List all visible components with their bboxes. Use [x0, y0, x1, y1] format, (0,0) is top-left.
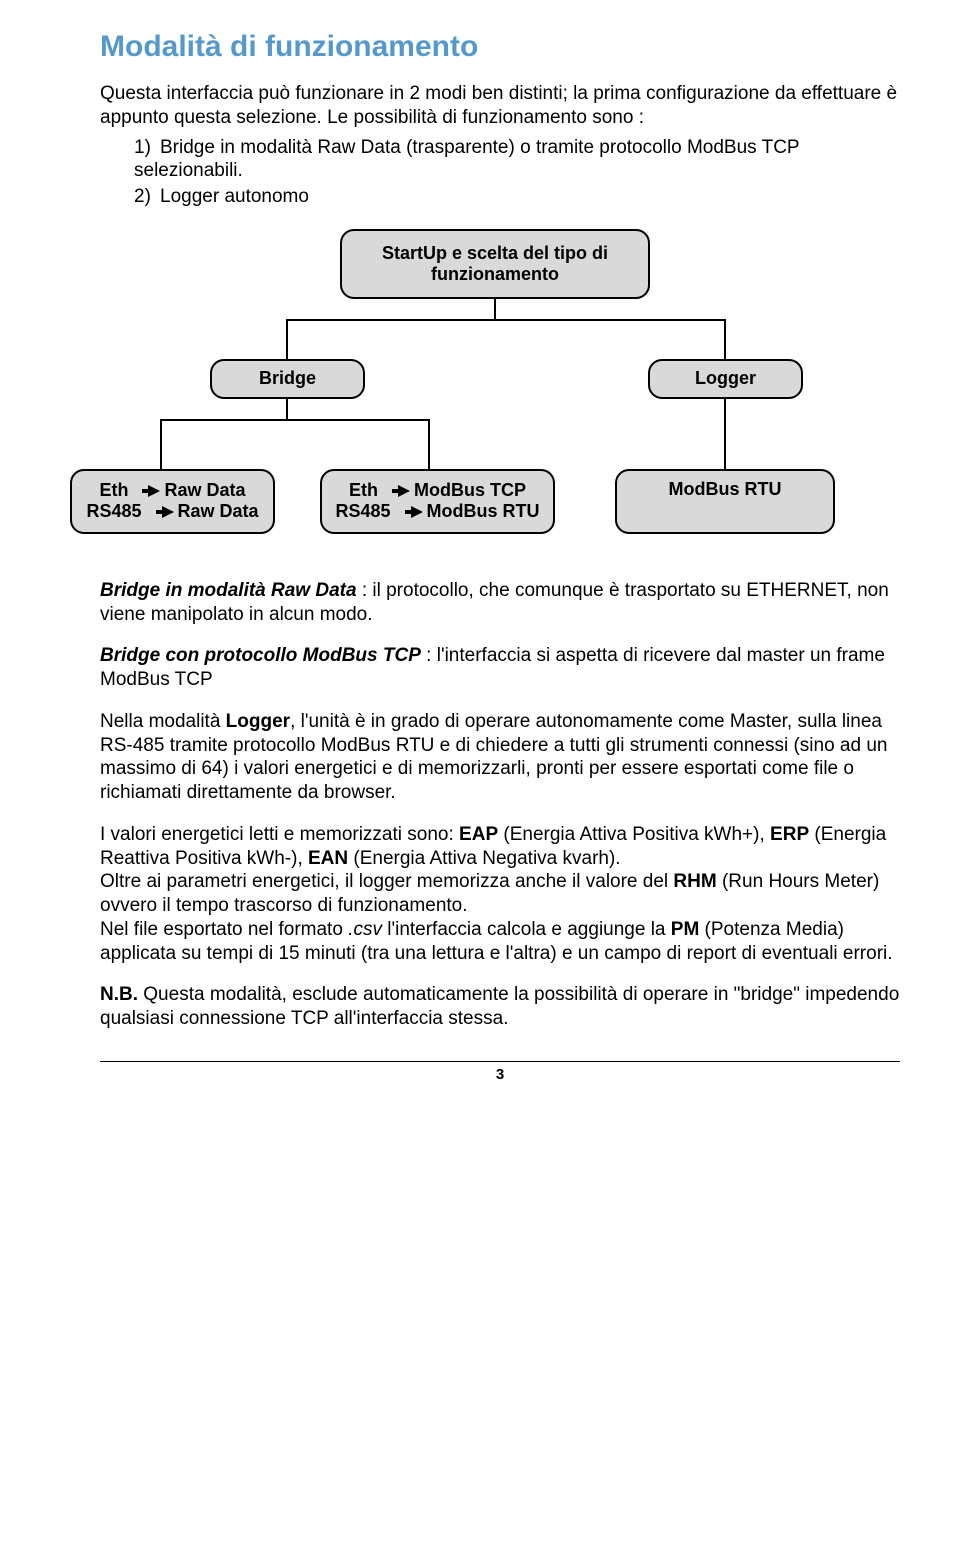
connector	[286, 319, 726, 321]
leaf-text: Eth	[349, 480, 378, 501]
list-num: 1)	[134, 136, 160, 160]
arrow-icon	[411, 506, 423, 518]
paragraph-nb: N.B. Questa modalità, esclude automatica…	[100, 983, 900, 1031]
arrow-icon	[162, 506, 174, 518]
node-leaf-raw: Eth Raw Data RS485 Raw Data	[70, 469, 275, 534]
list-item-1: 1)Bridge in modalità Raw Data (trasparen…	[100, 136, 900, 184]
emphasis: PM	[671, 919, 700, 940]
leaf-text: RS485	[335, 501, 390, 522]
intro-paragraph: Questa interfaccia può funzionare in 2 m…	[100, 82, 900, 130]
node-text: Logger	[695, 368, 756, 389]
connector	[286, 319, 288, 359]
arrow-icon	[148, 485, 160, 497]
text: Oltre ai parametri energetici, il logger…	[100, 871, 673, 892]
node-text: Bridge	[259, 368, 316, 389]
emphasis: EAN	[308, 848, 348, 869]
connector	[494, 299, 496, 319]
flowchart-diagram: StartUp e scelta del tipo di funzionamen…	[110, 229, 910, 559]
paragraph-raw-data: Bridge in modalità Raw Data : il protoco…	[100, 579, 900, 627]
text: (Energia Attiva Positiva kWh+),	[498, 824, 770, 845]
text: Nel file esportato nel formato	[100, 919, 348, 940]
text: I valori energetici letti e memorizzati …	[100, 824, 459, 845]
section-heading: Modalità di funzionamento	[100, 30, 900, 64]
emphasis: ERP	[770, 824, 809, 845]
leaf-text: RS485	[86, 501, 141, 522]
text: Nella modalità	[100, 711, 226, 732]
connector	[160, 419, 162, 469]
leaf-text: Raw Data	[178, 501, 259, 522]
emphasis: .csv	[348, 919, 382, 940]
node-leaf-modbus: Eth ModBus TCP RS485 ModBus RTU	[320, 469, 555, 534]
emphasis: Bridge con protocollo ModBus TCP	[100, 645, 421, 666]
node-leaf-rtu: ModBus RTU	[615, 469, 835, 534]
text: Questa modalità, esclude automaticamente…	[100, 984, 899, 1029]
list-num: 2)	[134, 185, 160, 209]
leaf-text: ModBus RTU	[427, 501, 540, 522]
emphasis: Logger	[226, 711, 290, 732]
node-text: StartUp e scelta del tipo di	[382, 243, 608, 264]
list-text: Logger autonomo	[160, 186, 309, 207]
text: (Energia Attiva Negativa kvarh).	[348, 848, 620, 869]
node-startup: StartUp e scelta del tipo di funzionamen…	[340, 229, 650, 299]
paragraph-logger: Nella modalità Logger, l'unità è in grad…	[100, 710, 900, 805]
paragraph-values: I valori energetici letti e memorizzati …	[100, 823, 900, 966]
connector	[428, 419, 430, 469]
leaf-text: Raw Data	[164, 480, 245, 501]
list-text: Bridge in modalità Raw Data (trasparente…	[134, 137, 799, 182]
arrow-icon	[398, 485, 410, 497]
leaf-text: Eth	[99, 480, 128, 501]
node-bridge: Bridge	[210, 359, 365, 399]
list-item-2: 2)Logger autonomo	[100, 185, 900, 209]
connector	[286, 399, 288, 419]
node-text: funzionamento	[431, 264, 559, 285]
emphasis: Bridge in modalità Raw Data	[100, 580, 357, 601]
leaf-text: ModBus TCP	[414, 480, 526, 501]
footer-divider	[100, 1061, 900, 1062]
emphasis: RHM	[673, 871, 716, 892]
text: l'interfaccia calcola e aggiunge la	[382, 919, 671, 940]
connector	[724, 399, 726, 469]
emphasis: EAP	[459, 824, 498, 845]
connector	[724, 319, 726, 359]
page-number: 3	[100, 1066, 900, 1083]
node-logger: Logger	[648, 359, 803, 399]
paragraph-modbus-tcp: Bridge con protocollo ModBus TCP : l'int…	[100, 644, 900, 692]
leaf-text: ModBus RTU	[669, 479, 782, 500]
connector	[160, 419, 430, 421]
emphasis: N.B.	[100, 984, 138, 1005]
